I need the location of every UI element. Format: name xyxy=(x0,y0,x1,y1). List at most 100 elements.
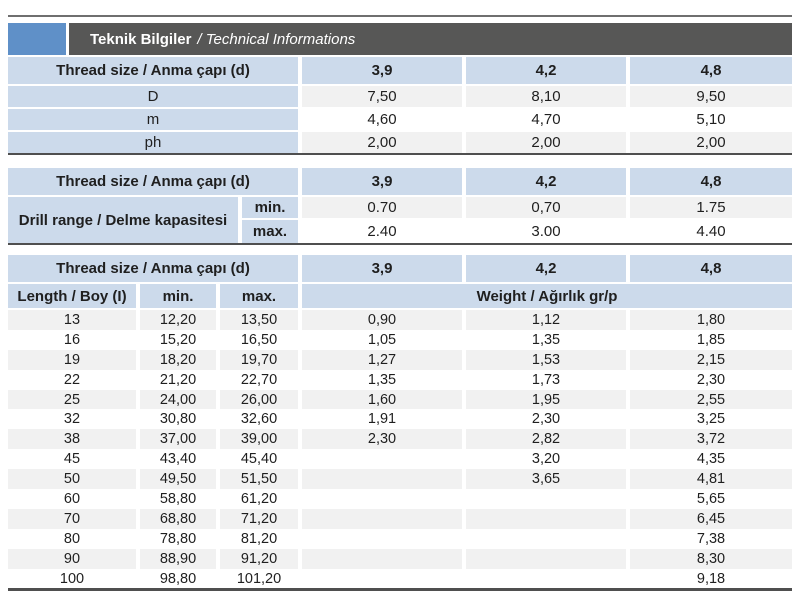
weight-cell xyxy=(466,528,626,549)
weight-cell: 8,30 xyxy=(630,548,792,569)
thread-size-header-cell: Thread size / Anma çapı (d) xyxy=(8,168,298,197)
weight-cell: 2,55 xyxy=(630,389,792,410)
max-col-header: max. xyxy=(220,284,298,310)
length-cell: 80 xyxy=(8,528,136,549)
length-col-header: Length / Boy (I) xyxy=(8,284,136,310)
min-cell: 24,00 xyxy=(140,389,216,410)
weight-cell: 2,30 xyxy=(630,369,792,390)
value-cell: 2,00 xyxy=(630,132,792,153)
min-cell: 43,40 xyxy=(140,449,216,470)
weight-cell xyxy=(302,489,462,509)
min-cell: 37,00 xyxy=(140,429,216,450)
value-cell: 0.70 xyxy=(302,197,462,220)
value-cell: 3.00 xyxy=(466,220,626,243)
min-cell: 78,80 xyxy=(140,528,216,549)
weight-cell: 1,12 xyxy=(466,310,626,330)
length-cell: 90 xyxy=(8,548,136,569)
size-col-header: 4,8 xyxy=(630,168,792,197)
max-cell: 22,70 xyxy=(220,369,298,390)
weight-cell: 9,18 xyxy=(630,568,792,589)
weight-cell: 1,73 xyxy=(466,369,626,390)
size-col-header: 4,8 xyxy=(630,255,792,284)
weight-cell: 1,80 xyxy=(630,310,792,330)
max-cell: 39,00 xyxy=(220,429,298,450)
weight-cell: 0,90 xyxy=(302,310,462,330)
value-cell: 9,50 xyxy=(630,86,792,109)
min-col-header: min. xyxy=(140,284,216,310)
page-title: Teknik Bilgiler xyxy=(90,30,192,48)
weight-cell: 1,95 xyxy=(466,389,626,410)
weight-cell: 4,35 xyxy=(630,449,792,470)
value-cell: 0,70 xyxy=(466,197,626,220)
value-cell: 8,10 xyxy=(466,86,626,109)
max-cell: 16,50 xyxy=(220,329,298,350)
length-cell: 70 xyxy=(8,508,136,529)
row-label-cell: m xyxy=(8,109,298,132)
min-cell: 12,20 xyxy=(140,310,216,330)
length-cell: 16 xyxy=(8,329,136,350)
value-cell: 2,00 xyxy=(466,132,626,153)
weight-cell: 2,82 xyxy=(466,429,626,450)
min-cell: 15,20 xyxy=(140,329,216,350)
min-cell: 30,80 xyxy=(140,409,216,430)
size-col-header: 4,2 xyxy=(466,168,626,197)
max-cell: 19,70 xyxy=(220,349,298,370)
length-cell: 19 xyxy=(8,349,136,370)
max-cell: 13,50 xyxy=(220,310,298,330)
max-cell: 26,00 xyxy=(220,389,298,410)
max-cell: 81,20 xyxy=(220,528,298,549)
size-col-header: 3,9 xyxy=(302,168,462,197)
weight-cell: 1,85 xyxy=(630,329,792,350)
value-cell: 4.40 xyxy=(630,220,792,243)
thread-size-header-cell: Thread size / Anma çapı (d) xyxy=(8,255,298,284)
weight-cell: 2,30 xyxy=(302,429,462,450)
thread-size-header-cell: Thread size / Anma çapı (d) xyxy=(8,57,298,86)
value-cell: 2.40 xyxy=(302,220,462,243)
value-cell: 2,00 xyxy=(302,132,462,153)
min-cell: 49,50 xyxy=(140,469,216,490)
row-label-cell: D xyxy=(8,86,298,109)
row-label-cell: ph xyxy=(8,132,298,153)
weight-cell xyxy=(466,489,626,509)
max-cell: 45,40 xyxy=(220,449,298,470)
size-col-header: 3,9 xyxy=(302,255,462,284)
weight-cell: 3,65 xyxy=(466,469,626,490)
weight-cell xyxy=(302,528,462,549)
size-col-header: 3,9 xyxy=(302,57,462,86)
max-cell: 61,20 xyxy=(220,489,298,509)
weight-cell: 3,72 xyxy=(630,429,792,450)
length-cell: 22 xyxy=(8,369,136,390)
size-col-header: 4,2 xyxy=(466,57,626,86)
weight-cell xyxy=(466,568,626,589)
max-label-cell: max. xyxy=(242,220,298,243)
weight-cell: 1,35 xyxy=(302,369,462,390)
max-cell: 71,20 xyxy=(220,508,298,529)
min-cell: 18,20 xyxy=(140,349,216,370)
min-cell: 58,80 xyxy=(140,489,216,509)
bottom-rule xyxy=(8,588,792,592)
min-cell: 68,80 xyxy=(140,508,216,529)
weight-header-cell: Weight / Ağırlık gr/p xyxy=(302,284,792,310)
length-cell: 38 xyxy=(8,429,136,450)
weight-cell xyxy=(302,449,462,470)
weight-cell xyxy=(302,508,462,529)
length-cell: 25 xyxy=(8,389,136,410)
weight-cell: 7,38 xyxy=(630,528,792,549)
weight-cell: 4,81 xyxy=(630,469,792,490)
length-cell: 60 xyxy=(8,489,136,509)
weight-cell: 2,30 xyxy=(466,409,626,430)
weight-cell: 1,35 xyxy=(466,329,626,350)
max-cell: 101,20 xyxy=(220,568,298,589)
page-title-translation: / Technical Informations xyxy=(197,30,356,48)
min-cell: 98,80 xyxy=(140,568,216,589)
table-lengths-weights: Thread size / Anma çapı (d) 3,9 4,2 4,8 … xyxy=(8,255,792,589)
weight-cell: 1,91 xyxy=(302,409,462,430)
value-cell: 7,50 xyxy=(302,86,462,109)
length-cell: 45 xyxy=(8,449,136,470)
weight-cell: 1,27 xyxy=(302,349,462,370)
weight-cell xyxy=(302,548,462,569)
weight-cell: 1,05 xyxy=(302,329,462,350)
weight-cell: 2,15 xyxy=(630,349,792,370)
weight-cell: 6,45 xyxy=(630,508,792,529)
table-drill-range: Thread size / Anma çapı (d) 3,9 4,2 4,8 … xyxy=(8,168,792,243)
